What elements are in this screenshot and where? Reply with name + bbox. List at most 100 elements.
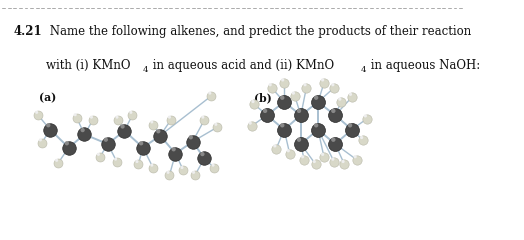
Point (330, 160, 339, 164)
Point (38, 141, 46, 145)
Point (89, 118, 97, 122)
Point (291, 94, 299, 98)
Point (357, 136, 366, 139)
Text: in aqueous NaOH:: in aqueous NaOH: (367, 59, 481, 72)
Point (36, 138, 45, 142)
Point (336, 97, 344, 101)
Point (200, 156, 209, 160)
Point (331, 142, 340, 146)
Point (156, 134, 165, 138)
Point (270, 144, 279, 148)
Point (340, 162, 348, 166)
Point (319, 78, 327, 82)
Point (295, 109, 303, 113)
Point (301, 83, 309, 87)
Point (179, 168, 188, 172)
Text: 4: 4 (143, 66, 148, 73)
Point (165, 173, 173, 177)
Point (278, 96, 287, 100)
Point (279, 78, 287, 82)
Point (95, 155, 104, 159)
Point (64, 146, 73, 150)
Point (280, 81, 288, 85)
Point (302, 86, 311, 90)
Point (205, 91, 214, 95)
Point (210, 166, 219, 170)
Point (346, 92, 355, 96)
Point (63, 141, 71, 145)
Point (348, 128, 356, 132)
Point (72, 116, 81, 120)
Point (266, 83, 275, 87)
Text: with (i) KMnO: with (i) KMnO (47, 59, 131, 72)
Point (189, 140, 197, 144)
Point (137, 141, 145, 145)
Point (339, 160, 347, 163)
Point (102, 138, 110, 142)
Point (191, 173, 199, 177)
Point (213, 125, 222, 129)
Point (104, 142, 112, 146)
Point (329, 109, 337, 113)
Point (134, 162, 143, 166)
Point (212, 122, 220, 126)
Point (127, 110, 135, 114)
Point (348, 95, 356, 99)
Point (289, 91, 298, 95)
Point (189, 170, 198, 174)
Point (54, 161, 62, 165)
Point (310, 160, 319, 163)
Text: (b): (b) (255, 92, 272, 103)
Point (148, 120, 156, 124)
Point (312, 96, 320, 100)
Point (320, 155, 328, 159)
Point (128, 113, 136, 117)
Point (171, 152, 180, 156)
Point (149, 166, 157, 170)
Point (297, 113, 305, 117)
Point (149, 123, 157, 127)
Point (118, 125, 127, 128)
Point (280, 100, 288, 104)
Point (178, 166, 186, 169)
Text: in aqueous acid and (ii) KMnO: in aqueous acid and (ii) KMnO (149, 59, 334, 72)
Point (329, 157, 337, 161)
Point (314, 100, 322, 104)
Point (359, 138, 367, 142)
Point (94, 152, 103, 156)
Point (278, 123, 287, 127)
Point (88, 115, 96, 119)
Point (165, 115, 173, 119)
Point (114, 118, 123, 122)
Point (247, 124, 256, 128)
Point (207, 94, 215, 98)
Point (169, 147, 178, 151)
Point (300, 158, 308, 162)
Point (284, 149, 292, 153)
Point (314, 128, 322, 132)
Point (187, 135, 195, 139)
Point (71, 113, 80, 117)
Point (312, 123, 320, 127)
Point (250, 102, 259, 106)
Point (249, 100, 257, 103)
Point (320, 81, 328, 85)
Point (34, 113, 42, 117)
Point (363, 117, 371, 121)
Point (272, 147, 280, 151)
Point (79, 128, 87, 132)
Point (44, 123, 52, 127)
Point (299, 155, 307, 159)
Point (154, 129, 162, 133)
Point (139, 146, 147, 150)
Point (280, 128, 288, 132)
Point (246, 121, 255, 125)
Point (32, 110, 41, 114)
Point (199, 115, 207, 119)
Point (286, 152, 294, 156)
Point (209, 163, 217, 167)
Point (198, 152, 206, 156)
Text: (a): (a) (39, 92, 57, 103)
Point (346, 123, 354, 127)
Point (263, 113, 271, 117)
